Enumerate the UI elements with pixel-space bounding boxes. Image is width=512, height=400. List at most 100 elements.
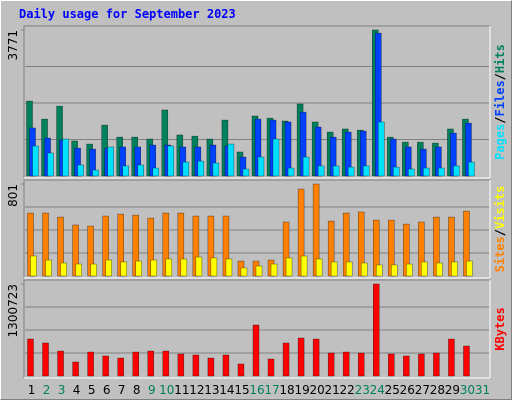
bar	[332, 165, 340, 177]
bar	[408, 168, 415, 177]
x-tick-label: 10	[159, 383, 174, 397]
x-tick-label: 19	[294, 383, 309, 397]
bar	[32, 145, 39, 177]
x-tick-label: 20	[309, 383, 324, 397]
x-tick-label: 31	[475, 383, 490, 397]
bar	[30, 255, 37, 277]
bar	[438, 167, 445, 177]
x-tick-label: 17	[264, 383, 279, 397]
y-tick-label: 801	[6, 184, 20, 207]
y-tick-label: 3771	[6, 30, 20, 61]
bar	[463, 345, 470, 377]
legend-separator: /	[493, 229, 507, 236]
bar	[272, 138, 280, 177]
bar	[302, 156, 310, 177]
bar	[376, 264, 383, 277]
x-tick-label: 23	[355, 383, 370, 397]
bar	[403, 355, 410, 377]
x-tick-label: 15	[234, 383, 249, 397]
legend-separator: /	[493, 73, 507, 80]
bar	[177, 353, 185, 377]
bar	[57, 350, 64, 377]
bar	[120, 261, 127, 277]
bar	[451, 261, 458, 277]
bar	[315, 258, 323, 277]
bar	[122, 165, 129, 177]
bar	[347, 166, 355, 177]
legend-separator: /	[493, 116, 507, 123]
bar	[147, 350, 155, 377]
bar	[195, 256, 203, 277]
bar	[433, 352, 440, 377]
bar	[27, 338, 34, 377]
legend-entry: Sites	[493, 236, 507, 272]
bar	[257, 156, 265, 177]
bar	[423, 167, 430, 177]
bar	[105, 259, 112, 277]
x-tick-label: 24	[370, 383, 385, 397]
bar	[47, 152, 54, 177]
bar	[227, 143, 235, 177]
bar	[252, 324, 260, 377]
bar	[132, 351, 139, 377]
bar	[182, 161, 190, 177]
y-tick-label: 1300723	[6, 284, 20, 337]
bar	[406, 263, 413, 277]
bar	[72, 361, 79, 377]
x-tick-label: 26	[400, 383, 415, 397]
bar	[150, 259, 158, 277]
bar	[237, 363, 245, 377]
bar	[342, 351, 350, 377]
bar	[92, 169, 99, 177]
bar	[468, 161, 475, 177]
legend-entry: Hits	[493, 44, 507, 73]
legend-entry: KBytes	[493, 307, 507, 350]
bar	[192, 354, 200, 377]
bar	[393, 166, 400, 177]
bar	[207, 357, 215, 377]
bar	[152, 167, 160, 177]
x-tick-label: 16	[249, 383, 264, 397]
x-tick-label: 22	[340, 383, 355, 397]
x-tick-label: 13	[204, 383, 219, 397]
bar	[75, 263, 82, 277]
bar	[391, 264, 398, 277]
bar	[255, 265, 263, 277]
x-tick-label: 27	[415, 383, 430, 397]
x-tick-label: 8	[133, 383, 141, 397]
bar	[418, 353, 425, 377]
x-tick-label: 1	[28, 383, 36, 397]
chart-title: Daily usage for September 2023	[19, 7, 236, 21]
bar	[378, 121, 385, 177]
x-tick-label: 7	[118, 383, 126, 397]
x-tick-label: 28	[430, 383, 445, 397]
bar	[135, 260, 142, 277]
bar	[362, 165, 370, 177]
bar	[242, 168, 250, 177]
x-tick-label: 18	[279, 383, 294, 397]
legend-entry: Visits	[493, 186, 507, 229]
bar	[466, 260, 473, 277]
x-tick-label: 12	[189, 383, 204, 397]
x-tick-label: 9	[148, 383, 156, 397]
bar	[270, 263, 278, 277]
x-tick-label: 14	[219, 383, 234, 397]
bar	[448, 338, 455, 377]
bar	[436, 262, 443, 277]
bar	[421, 261, 428, 277]
bar	[388, 353, 395, 377]
bar	[287, 167, 295, 177]
bar	[267, 358, 275, 377]
bar	[42, 342, 49, 377]
bar	[210, 257, 218, 277]
x-tick-label: 21	[325, 383, 340, 397]
bar	[77, 164, 84, 177]
bar	[373, 283, 380, 377]
bar	[357, 352, 365, 377]
bar	[297, 337, 305, 377]
bar	[45, 259, 52, 277]
bar	[102, 355, 109, 377]
bar	[330, 261, 338, 277]
